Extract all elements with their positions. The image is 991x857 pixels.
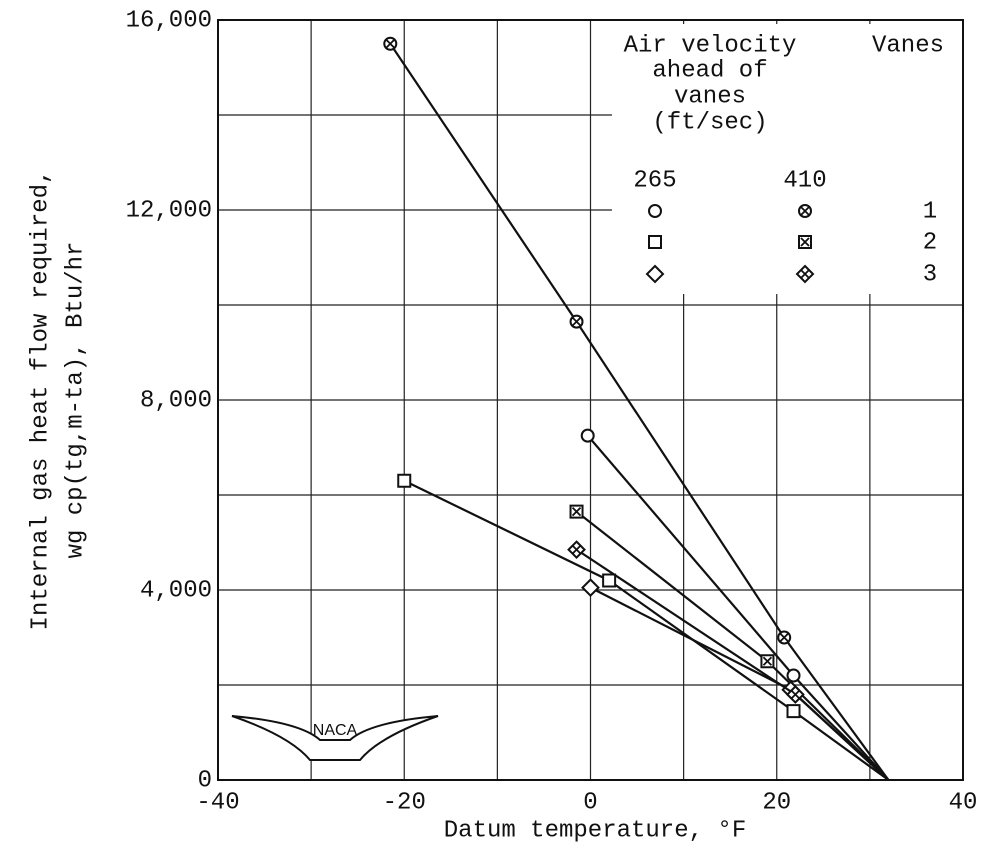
x-tick-label: 40 <box>949 789 978 816</box>
convergence-line <box>783 636 890 781</box>
series-line <box>586 434 795 677</box>
marker <box>798 204 812 218</box>
naca-logo: NACA <box>231 715 439 761</box>
legend-heading: vanes <box>674 83 746 110</box>
marker <box>786 668 801 683</box>
marker-cross <box>762 656 773 666</box>
legend-row: 2 <box>923 229 937 256</box>
marker-cross <box>800 237 810 247</box>
marker-cross <box>779 632 789 643</box>
marker <box>648 235 662 249</box>
marker <box>785 685 805 704</box>
marker <box>580 428 595 443</box>
logo-text: NACA <box>313 722 358 739</box>
series-line <box>590 586 792 691</box>
x-tick-label: 20 <box>762 789 791 816</box>
marker-cross <box>800 206 810 216</box>
marker-shape <box>648 204 662 218</box>
y-tick-label: 4,000 <box>140 577 212 604</box>
marker-cross <box>385 39 395 49</box>
series-line <box>575 510 769 663</box>
marker-cross <box>571 506 582 517</box>
marker-shape <box>786 704 801 719</box>
marker <box>397 473 412 488</box>
marker-shape <box>645 264 665 284</box>
x-tick-label: 0 <box>583 789 597 816</box>
marker-shape <box>602 573 617 588</box>
x-tick-label: -20 <box>383 789 426 816</box>
legend-column: 265 <box>633 167 676 194</box>
marker-shape <box>397 473 412 488</box>
marker <box>645 264 665 284</box>
y-tick-label: 16,000 <box>126 7 212 34</box>
marker <box>760 654 775 669</box>
marker <box>777 630 792 645</box>
marker <box>569 504 584 519</box>
marker <box>581 578 600 598</box>
marker <box>602 573 617 588</box>
plot-frame <box>217 19 964 781</box>
marker <box>798 235 812 249</box>
convergence-line <box>792 710 890 781</box>
marker <box>648 204 662 218</box>
marker <box>569 314 584 329</box>
y-tick-label: 8,000 <box>140 387 212 414</box>
marker-shape <box>786 668 801 683</box>
legend-row: 1 <box>923 198 937 225</box>
y-axis-label: Internal gas heat flow required, <box>27 170 54 631</box>
legend-heading: Air velocity <box>624 32 797 59</box>
series-line <box>575 548 796 696</box>
marker <box>383 36 398 51</box>
marker <box>786 704 801 719</box>
y-tick-label: 12,000 <box>126 197 212 224</box>
marker-cross <box>571 544 582 555</box>
y-axis-label: wg cp(tg,m-ta), Btu/hr <box>62 242 89 559</box>
legend-heading: ahead of <box>652 57 767 84</box>
marker <box>795 264 815 284</box>
legend-background <box>612 24 962 294</box>
marker-shape <box>648 235 662 249</box>
legend-vanes-header: Vanes <box>872 32 944 59</box>
convergence-line <box>794 693 890 781</box>
marker-cross <box>571 316 582 327</box>
x-axis-label: Datum temperature, °F <box>444 817 746 844</box>
legend-column: 410 <box>783 167 826 194</box>
logo-wings <box>231 715 439 761</box>
marker-shape <box>580 428 595 443</box>
convergence-line <box>792 674 890 781</box>
marker <box>567 540 586 560</box>
marker-cross <box>790 689 801 700</box>
x-tick-label: -40 <box>196 789 239 816</box>
legend-row: 3 <box>923 261 937 288</box>
y-tick-label: 0 <box>198 767 212 794</box>
marker-shape <box>581 578 600 598</box>
marker-cross <box>800 269 810 279</box>
legend-heading: (ft/sec) <box>652 109 767 136</box>
series-line <box>403 479 795 713</box>
